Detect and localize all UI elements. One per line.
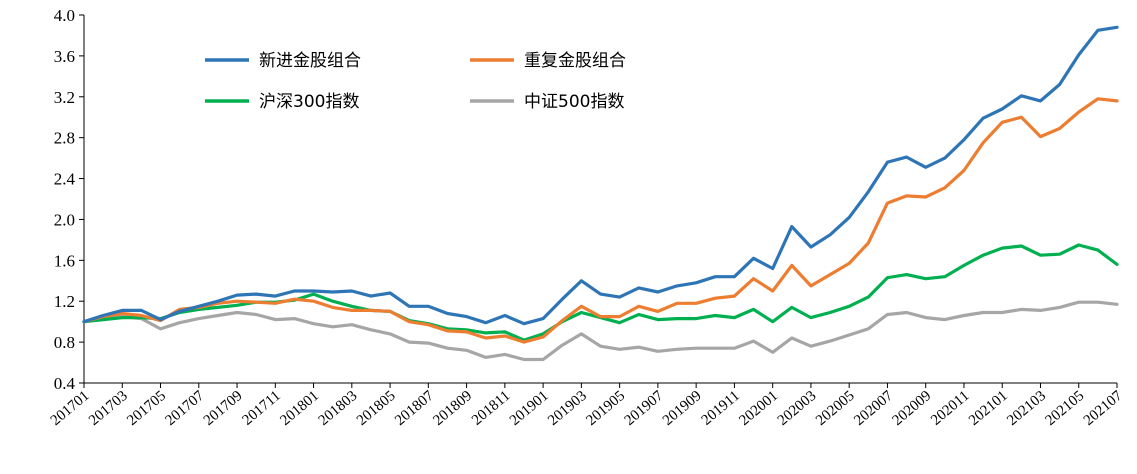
x-tick-label: 201709: [201, 388, 246, 429]
legend-label: 重复金股组合: [524, 51, 626, 71]
x-tick-label: 201805: [354, 388, 399, 429]
legend-label: 新进金股组合: [259, 51, 361, 71]
x-tick-label: 201905: [583, 388, 628, 429]
y-tick-label: 2.4: [54, 170, 76, 189]
x-tick-label: 201703: [86, 388, 131, 429]
x-tick-label: 201803: [316, 388, 361, 429]
y-tick-label: 3.6: [54, 47, 75, 66]
series-line-1: [82, 97, 1119, 344]
x-tick-label: 201811: [469, 388, 513, 429]
y-tick-label: 2.8: [54, 129, 75, 148]
x-tick-label: 201701: [48, 388, 93, 429]
x-tick-label: 202101: [966, 388, 1011, 429]
y-tick-label: 1.2: [54, 292, 75, 311]
y-tick-label: 0.8: [54, 333, 75, 352]
x-tick-label: 201705: [124, 388, 169, 429]
y-tick-label: 3.2: [54, 88, 75, 107]
y-tick-label: 0.4: [54, 374, 76, 393]
x-tick-label: 202105: [1043, 388, 1088, 429]
series-lines: [82, 25, 1119, 362]
x-tick-label: 201903: [545, 388, 590, 429]
x-tick-label: 202005: [813, 388, 858, 429]
x-tick-label: 201911: [699, 388, 743, 429]
x-tick-label: 201907: [622, 387, 667, 429]
x-tick-label: 201807: [392, 387, 437, 429]
x-tick-label: 201711: [240, 388, 284, 429]
y-tick-label: 4.0: [54, 6, 75, 25]
x-tick-label: 201809: [430, 388, 475, 429]
y-tick-label: 1.6: [54, 251, 75, 270]
legend-label: 沪深300指数: [259, 92, 359, 112]
x-tick-label: 202007: [851, 387, 896, 429]
x-tick-label: 201909: [660, 388, 705, 429]
x-tick-label: 202107: [1081, 387, 1126, 429]
series-line-3: [82, 300, 1119, 362]
x-tick-label: 201801: [277, 388, 322, 429]
x-tick-label: 202001: [736, 388, 781, 429]
x-tick-label: 202003: [775, 388, 820, 429]
y-tick-label: 2.0: [54, 210, 75, 229]
series-line-0: [82, 25, 1119, 326]
x-tick-label: 202009: [890, 388, 935, 429]
x-tick-label: 201901: [507, 388, 552, 429]
x-axis-ticks: 2017012017032017052017072017092017112018…: [48, 383, 1126, 429]
x-tick-label: 202103: [1004, 388, 1049, 429]
x-tick-label: 201707: [163, 387, 208, 429]
x-tick-label: 202011: [928, 388, 972, 429]
y-axis-ticks: 0.4 0.8 1.2 1.6 2.0 2.4 2.8 3.2 3.6 4.0: [54, 6, 84, 393]
legend-label: 中证500指数: [524, 92, 624, 112]
